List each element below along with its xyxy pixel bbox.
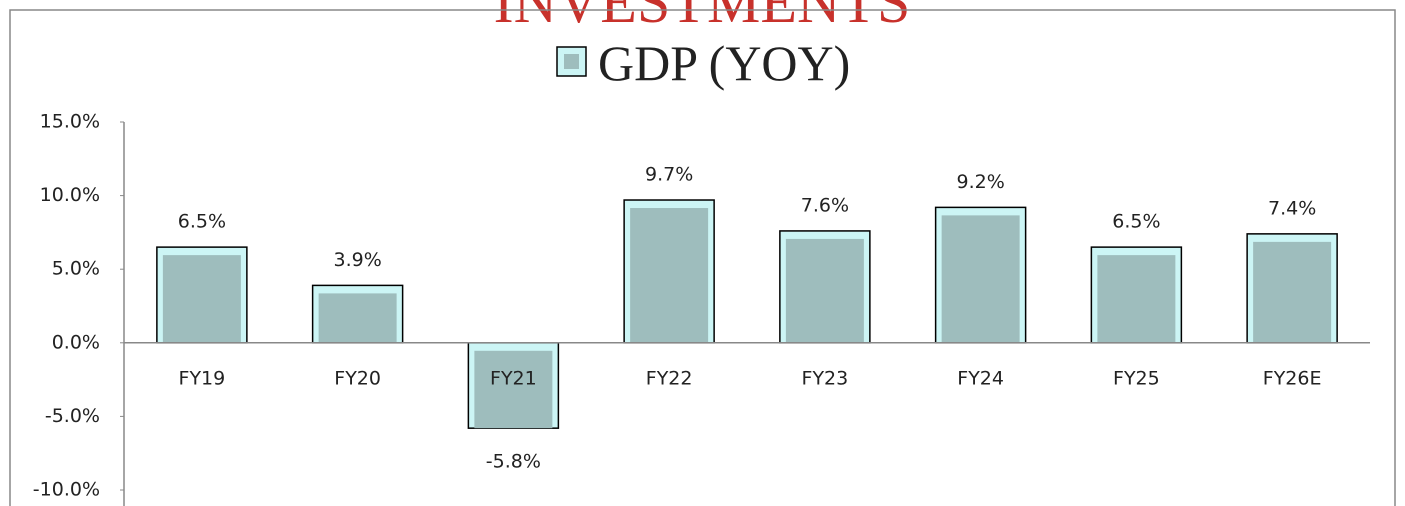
- x-tick-label: FY20: [334, 367, 381, 389]
- x-tick-label: FY22: [646, 367, 693, 389]
- bar-fill: [630, 208, 709, 343]
- chart-border: [9, 9, 1396, 506]
- bar-fill: [941, 215, 1020, 343]
- watermark: INVESTMENTS: [494, 0, 911, 35]
- x-tick-label: FY23: [802, 367, 849, 389]
- value-label: 6.5%: [1112, 211, 1160, 233]
- bar-fill: [162, 255, 241, 343]
- bar-fill: [1097, 255, 1176, 343]
- bar-fill: [318, 293, 397, 343]
- x-tick-label: FY21: [490, 367, 537, 389]
- value-label: -5.8%: [486, 451, 541, 473]
- y-tick-label: -5.0%: [45, 405, 100, 427]
- x-tick-label: FY26E: [1263, 367, 1322, 389]
- bar-fill: [1253, 241, 1332, 343]
- y-tick-label: 15.0%: [40, 111, 100, 133]
- bar-fill: [785, 238, 864, 343]
- x-tick-label: FY24: [957, 367, 1004, 389]
- value-label: 9.2%: [956, 171, 1004, 193]
- y-tick-label: 0.0%: [52, 331, 100, 353]
- y-tick-label: 5.0%: [52, 258, 100, 280]
- value-label: 7.6%: [801, 194, 849, 216]
- value-label: 7.4%: [1268, 197, 1316, 219]
- x-tick-label: FY25: [1113, 367, 1160, 389]
- value-label: 3.9%: [333, 249, 381, 271]
- value-label: 6.5%: [178, 211, 226, 233]
- bar-fill: [474, 350, 553, 429]
- legend-swatch-inner: [564, 54, 579, 69]
- y-tick-label: -10.0%: [33, 479, 100, 501]
- legend-text: GDP (YOY): [598, 35, 850, 91]
- x-tick-label: FY19: [179, 367, 226, 389]
- value-label: 9.7%: [645, 164, 693, 186]
- y-tick-label: 10.0%: [40, 184, 100, 206]
